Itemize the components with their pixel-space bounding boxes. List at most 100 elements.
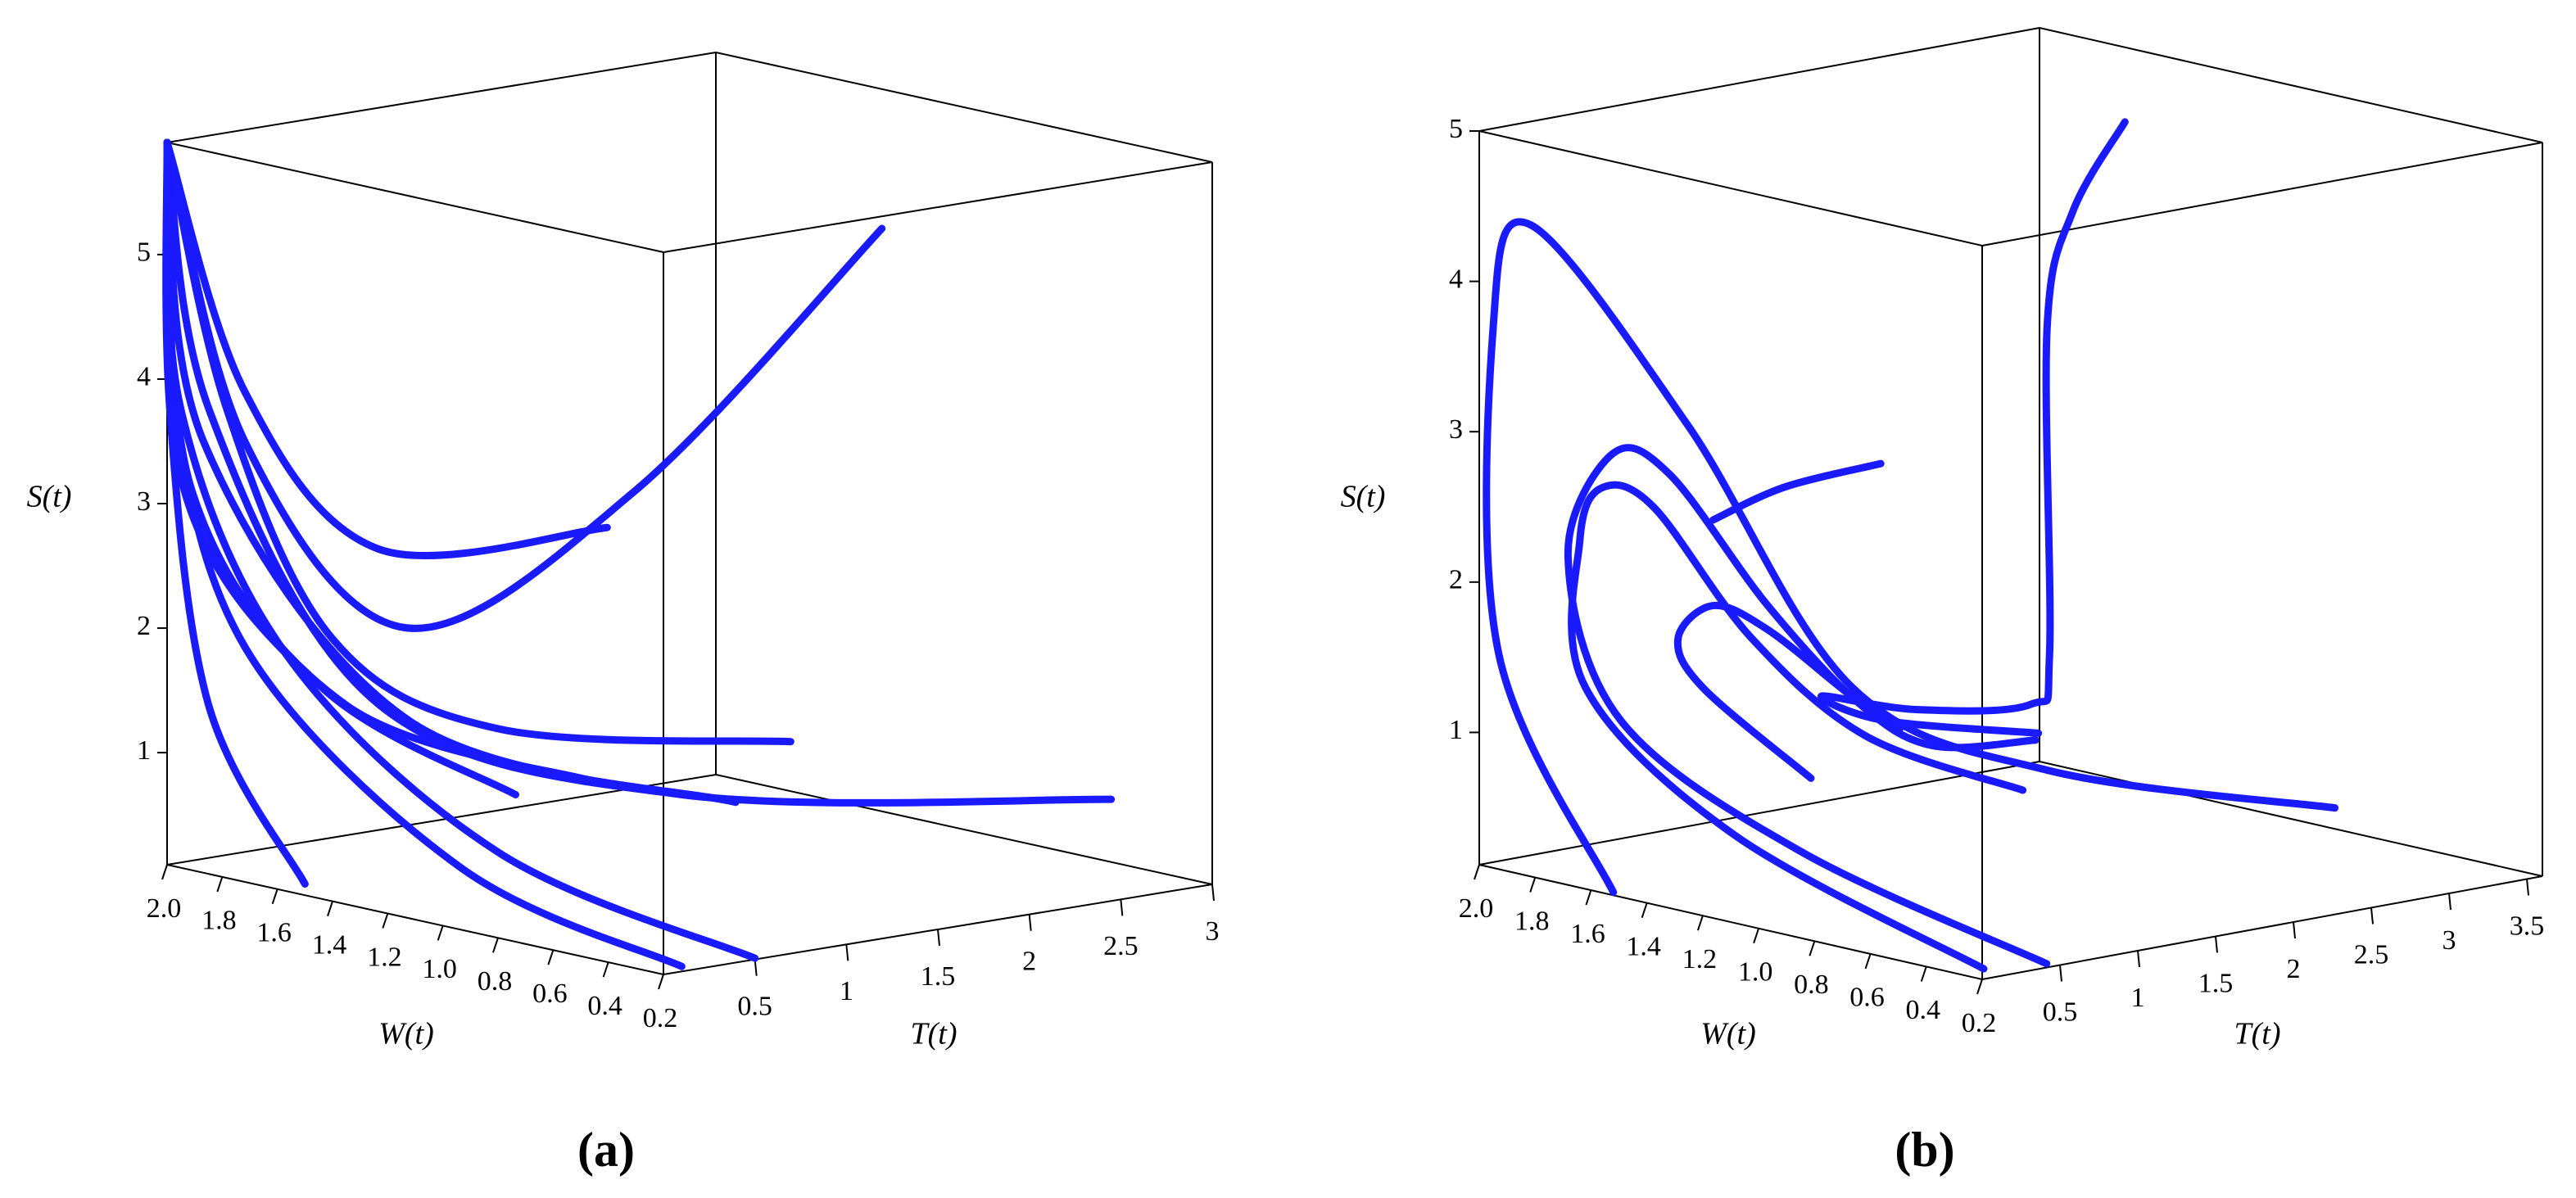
trajectory: [1817, 118, 2129, 737]
y-axis-label: T(t): [911, 1017, 958, 1051]
y-axis-label: T(t): [2234, 1017, 2281, 1051]
w-tick: [492, 938, 499, 953]
w-tick-label: 0.6: [1849, 983, 1885, 1013]
box-edge: [166, 52, 717, 143]
s-tick-label: 2: [1449, 565, 1463, 595]
box-edge: [2039, 27, 2543, 143]
trajectory: [162, 138, 309, 888]
t-tick: [937, 929, 940, 947]
w-tick-label: 0.6: [532, 979, 568, 1009]
t-tick-label: 2: [2287, 954, 2301, 984]
t-tick-label: 1: [2131, 983, 2145, 1013]
w-tick: [1976, 979, 1983, 995]
t-tick: [845, 944, 849, 961]
t-tick: [2293, 921, 2296, 939]
w-tick-label: 1.8: [201, 906, 237, 936]
t-tick-label: 1.5: [921, 961, 956, 992]
box-edge: [166, 142, 664, 253]
box-edge: [715, 52, 1213, 163]
w-tick: [327, 901, 333, 916]
w-tick: [547, 949, 555, 965]
caption: (a): [577, 1123, 635, 1177]
w-tick-label: 1.6: [256, 918, 292, 948]
w-tick-label: 0.2: [643, 1003, 678, 1033]
w-tick-label: 0.4: [1906, 995, 1941, 1025]
t-tick-label: 3: [2442, 925, 2456, 956]
t-tick: [754, 959, 758, 976]
t-tick-label: 2.5: [2354, 939, 2389, 970]
s-tick-label: 4: [137, 362, 151, 392]
z-axis-label: S(t): [27, 480, 72, 514]
t-tick-label: 3: [1206, 916, 1220, 947]
t-tick: [2215, 936, 2218, 953]
t-tick-label: 3.5: [2510, 911, 2545, 941]
box-edge: [1478, 864, 1983, 980]
t-tick-label: 2.5: [1103, 931, 1139, 961]
w-tick: [1920, 966, 1927, 982]
s-tick-label: 4: [1449, 264, 1463, 294]
t-tick: [1028, 914, 1032, 931]
w-tick-label: 1.0: [422, 954, 457, 984]
box-edge: [166, 864, 664, 975]
w-tick-label: 1.6: [1570, 919, 1605, 949]
w-tick: [1474, 864, 1480, 880]
w-tick: [1641, 902, 1648, 918]
w-tick: [1809, 941, 1816, 956]
box-edge: [1478, 27, 2040, 132]
t-tick: [2526, 879, 2529, 896]
w-tick-label: 2.0: [1459, 893, 1494, 924]
box-edge: [1981, 142, 2543, 246]
w-tick: [437, 925, 444, 941]
t-tick: [2137, 950, 2140, 968]
t-tick-label: 1.5: [2198, 968, 2234, 998]
w-tick-label: 0.2: [1962, 1008, 1997, 1038]
t-tick-label: 2: [1022, 946, 1036, 976]
w-tick-label: 1.2: [367, 942, 402, 972]
t-tick: [1211, 884, 1215, 902]
box-edge: [1478, 130, 1983, 246]
x-axis-label: W(t): [378, 1017, 434, 1051]
w-tick-label: 0.4: [587, 991, 622, 1021]
s-tick-label: 1: [1449, 715, 1463, 745]
t-tick: [2448, 893, 2452, 911]
w-tick-label: 1.2: [1682, 944, 1718, 974]
s-tick-label: 3: [1449, 414, 1463, 445]
box-edge: [2039, 761, 2543, 877]
w-tick: [161, 864, 168, 880]
t-tick-label: 0.5: [737, 991, 772, 1021]
caption: (b): [1895, 1123, 1954, 1177]
box-edge: [1981, 875, 2543, 980]
s-tick-label: 1: [137, 735, 151, 766]
w-tick-label: 1.4: [312, 929, 347, 960]
w-tick: [1585, 889, 1592, 906]
w-tick: [216, 876, 224, 893]
trajectory: [1709, 459, 1885, 524]
t-tick: [2370, 907, 2374, 924]
w-tick: [1753, 928, 1760, 944]
w-tick-label: 1.4: [1626, 931, 1661, 961]
trajectory: [1483, 218, 2339, 897]
trajectory: [163, 138, 611, 560]
s-tick-label: 2: [137, 611, 151, 641]
w-tick: [658, 974, 664, 990]
w-tick-label: 0.8: [1794, 970, 1829, 1000]
w-tick: [1696, 915, 1704, 931]
t-tick-label: 1: [840, 976, 853, 1006]
w-tick: [1864, 953, 1872, 970]
z-axis-label: S(t): [1341, 480, 1386, 514]
x-axis-label: W(t): [1700, 1017, 1756, 1051]
w-tick-label: 1.8: [1514, 906, 1550, 936]
box-edge: [1478, 761, 2040, 866]
s-tick-label: 3: [137, 486, 151, 517]
w-tick: [382, 913, 389, 929]
w-tick: [602, 961, 609, 978]
t-tick-label: 0.5: [2043, 997, 2078, 1027]
w-tick-label: 2.0: [147, 893, 182, 924]
trajectory: [1673, 602, 1904, 782]
trajectory: [1564, 444, 2051, 968]
box-edge: [715, 774, 1213, 885]
w-tick: [271, 888, 278, 905]
w-tick-label: 1.0: [1738, 957, 1773, 988]
trajectory: [163, 138, 795, 746]
